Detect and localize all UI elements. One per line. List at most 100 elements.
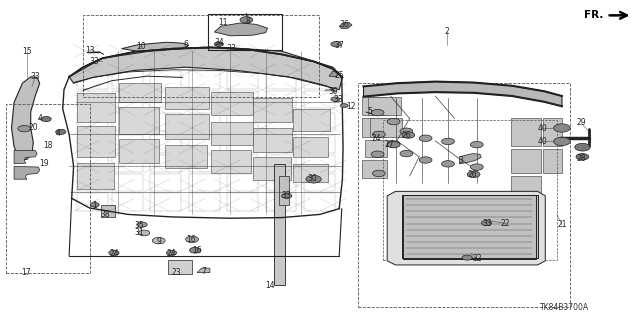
Polygon shape (329, 71, 338, 77)
Polygon shape (339, 22, 352, 29)
Bar (150, 135, 181, 153)
Circle shape (109, 250, 119, 255)
Text: 16: 16 (186, 236, 196, 244)
Bar (77, 135, 108, 153)
Bar (112, 155, 143, 172)
Bar (227, 91, 258, 108)
Bar (189, 174, 220, 191)
Text: 34: 34 (214, 38, 224, 47)
Bar (112, 91, 143, 108)
Circle shape (137, 222, 147, 227)
Text: 8: 8 (246, 17, 251, 26)
Bar (362, 160, 387, 178)
Bar (293, 137, 328, 157)
Bar (77, 163, 114, 189)
Bar (358, 83, 570, 307)
Bar (511, 118, 541, 146)
Polygon shape (364, 82, 562, 106)
Circle shape (554, 124, 570, 132)
Circle shape (41, 116, 51, 122)
Bar (293, 109, 330, 131)
Bar (208, 14, 282, 50)
Text: 33: 33 (30, 72, 40, 81)
Circle shape (462, 255, 472, 260)
Bar (77, 174, 108, 191)
Bar (304, 135, 335, 153)
Polygon shape (214, 23, 268, 36)
Bar (189, 135, 220, 153)
Bar (266, 113, 296, 131)
Circle shape (400, 150, 413, 157)
Text: 11: 11 (218, 18, 227, 27)
Text: 33: 33 (333, 95, 343, 104)
Text: 28: 28 (577, 154, 586, 163)
Bar (150, 91, 181, 108)
Text: 38: 38 (100, 210, 111, 219)
Circle shape (481, 220, 492, 226)
Bar (304, 113, 335, 131)
Circle shape (331, 42, 341, 47)
Bar (227, 113, 258, 131)
Bar (165, 87, 209, 109)
Polygon shape (122, 42, 189, 51)
Bar (227, 174, 258, 191)
Circle shape (18, 125, 31, 132)
Text: 1: 1 (92, 201, 97, 210)
Bar (266, 91, 296, 108)
Bar (119, 107, 159, 134)
Bar (189, 71, 220, 89)
Circle shape (138, 230, 150, 236)
Circle shape (282, 193, 292, 198)
Bar (150, 155, 181, 172)
Bar (165, 145, 207, 168)
Text: 33: 33 (90, 57, 100, 66)
Bar (227, 155, 258, 172)
Circle shape (470, 141, 483, 148)
Text: 30: 30 (307, 174, 317, 183)
Text: 40: 40 (538, 137, 548, 146)
Text: 9: 9 (156, 237, 161, 246)
Circle shape (331, 97, 340, 101)
Bar (77, 113, 108, 131)
Polygon shape (197, 268, 210, 273)
Text: 15: 15 (22, 47, 32, 56)
Bar (227, 71, 258, 89)
Bar (304, 193, 335, 211)
Text: 4: 4 (55, 129, 60, 138)
Bar (304, 155, 335, 172)
Text: 31: 31 (134, 228, 145, 237)
Circle shape (402, 132, 415, 138)
Bar (402, 195, 538, 258)
Bar (83, 15, 319, 97)
Bar (77, 126, 115, 157)
Text: 24: 24 (166, 249, 177, 258)
Bar (150, 174, 181, 191)
Bar (266, 155, 296, 172)
Bar (168, 260, 192, 274)
Bar (543, 118, 562, 146)
Text: 22: 22 (501, 219, 510, 228)
Text: 18: 18 (44, 141, 52, 150)
Bar (253, 98, 292, 122)
Bar (112, 135, 143, 153)
Bar (189, 155, 220, 172)
Circle shape (214, 42, 223, 46)
Bar (189, 113, 220, 131)
Circle shape (152, 237, 165, 244)
Text: 21: 21 (557, 220, 566, 229)
Circle shape (340, 104, 348, 108)
Text: 3: 3 (458, 156, 463, 165)
Bar (383, 120, 557, 260)
Bar (365, 140, 387, 157)
Polygon shape (387, 191, 545, 265)
Bar (189, 193, 220, 211)
Circle shape (400, 128, 413, 134)
Text: 5: 5 (367, 108, 372, 116)
Bar (112, 174, 143, 191)
Bar (279, 176, 289, 205)
Bar (543, 149, 562, 173)
Bar (362, 118, 386, 137)
Polygon shape (69, 47, 342, 90)
Bar (77, 193, 108, 211)
Circle shape (306, 175, 321, 183)
